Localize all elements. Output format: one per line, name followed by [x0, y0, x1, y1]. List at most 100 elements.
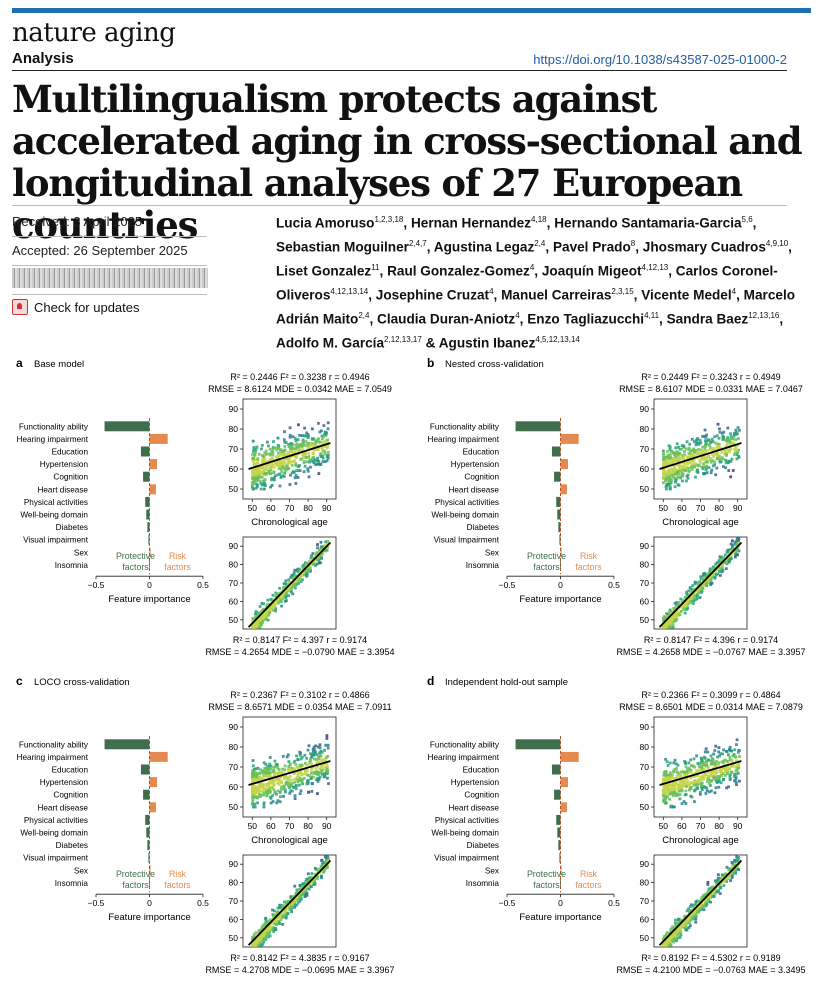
scatter-point: [737, 549, 741, 553]
author[interactable]: Raul Gonzalez-Gomez: [387, 263, 530, 279]
scatter-point: [719, 781, 723, 785]
doi-link[interactable]: https://doi.org/10.1038/s43587-025-01000…: [533, 52, 787, 67]
scatter-point: [285, 900, 289, 904]
scatter-point: [713, 776, 717, 779]
author[interactable]: Manuel Carreiras: [501, 287, 612, 303]
scatter-point: [255, 624, 259, 628]
scatter-point: [282, 795, 285, 798]
scatter-point: [663, 456, 667, 460]
author[interactable]: Claudia Duran-Aniotz: [377, 311, 516, 327]
scatter-point: [309, 777, 313, 780]
scatter-point: [737, 761, 741, 765]
author[interactable]: Vicente Medel: [641, 287, 732, 303]
scatter-point: [723, 758, 727, 762]
scatter-point: [282, 784, 286, 788]
scatter-point: [705, 789, 709, 793]
scatter-point: [327, 857, 330, 861]
feature-label: Hearing impairment: [17, 753, 89, 762]
scatter-point: [257, 930, 261, 934]
scatter-point: [737, 448, 740, 452]
scatter-point: [262, 786, 266, 790]
scatter-point: [276, 776, 280, 779]
feature-label: Insomnia: [466, 879, 500, 888]
scatter-point: [269, 468, 273, 472]
scatter-point: [734, 554, 737, 557]
journal-color-bar: [12, 8, 811, 13]
scatter-point: [703, 750, 707, 754]
scatter-point: [689, 455, 693, 458]
author[interactable]: Lucia Amoruso: [276, 215, 375, 231]
author[interactable]: Marcelo Adrián Maito: [276, 287, 796, 327]
author[interactable]: Jhosmary Cuadros: [642, 239, 766, 255]
scatter-point: [274, 595, 278, 598]
scatter-point: [689, 770, 693, 774]
scatter-point: [696, 909, 700, 913]
scatter-point: [276, 906, 280, 910]
scatter-point: [731, 865, 735, 869]
author[interactable]: Pavel Prado: [552, 239, 631, 255]
scatter-point: [303, 890, 307, 894]
scatter-point: [672, 761, 676, 765]
feature-label: Education: [463, 766, 500, 775]
author[interactable]: Liset Gonzalez: [276, 263, 372, 279]
author[interactable]: Sebastian Moguilner: [276, 239, 409, 255]
scatter-point: [252, 935, 256, 939]
author[interactable]: Agustina Legaz: [433, 239, 535, 255]
scatter-point: [681, 598, 684, 602]
scatter-point: [681, 479, 684, 483]
feature-label: Functionality ability: [19, 422, 89, 431]
check-for-updates-button[interactable]: Check for updates: [12, 299, 140, 315]
scatter-point: [298, 576, 302, 580]
scatter-point: [666, 474, 670, 478]
scatter-point: [668, 797, 671, 801]
scatter-point: [295, 888, 299, 892]
scatter-point: [253, 792, 257, 796]
scatter-point: [718, 768, 722, 772]
author[interactable]: Agustin Ibanez: [438, 335, 536, 351]
scatter-point: [301, 451, 305, 455]
scatter-point: [290, 471, 294, 475]
scatter-point: [305, 561, 309, 565]
author[interactable]: Sandra Baez: [666, 311, 749, 327]
scatter-point: [282, 596, 286, 600]
scatter-point: [711, 447, 715, 451]
scatter-point: [668, 792, 672, 796]
author[interactable]: Hernan Hernandez: [410, 215, 532, 231]
scatter-point: [663, 479, 667, 483]
scatter-point: [731, 754, 735, 758]
scatter-point: [262, 761, 266, 765]
scatter-point: [690, 594, 694, 598]
scatter-point: [673, 931, 677, 935]
scatter-point: [679, 597, 683, 601]
author[interactable]: Josephine Cruzat: [375, 287, 490, 303]
scatter-point: [306, 469, 310, 473]
scatter-point: [312, 461, 316, 465]
author[interactable]: Adolfo M. García: [276, 335, 385, 351]
scatter-point: [664, 933, 668, 937]
scatter-point: [713, 441, 717, 445]
scatter-point: [273, 771, 277, 775]
scatter-point: [309, 568, 312, 572]
scatter-point: [325, 762, 329, 765]
scatter-point: [691, 596, 695, 600]
scatter-point: [300, 779, 304, 783]
scatter-point: [688, 918, 692, 922]
scatter-point: [663, 940, 667, 943]
scatter-point: [709, 886, 713, 890]
y-tick-label: 50: [229, 933, 239, 943]
scatter-point: [272, 769, 275, 773]
author[interactable]: Enzo Tagliazucchi: [527, 311, 645, 327]
bar-x-tick-label: 0.5: [197, 580, 209, 590]
scatter-point: [275, 763, 279, 766]
author[interactable]: Joaquín Migeot: [541, 263, 642, 279]
scatter-point: [693, 903, 696, 907]
feature-label: Hypertension: [40, 460, 89, 469]
author[interactable]: Carlos Coronel-Oliveros: [276, 263, 778, 303]
scatter-point: [733, 863, 736, 866]
author[interactable]: Hernando Santamaria-Garcia: [554, 215, 742, 231]
scatter-point: [699, 897, 703, 901]
importance-bar: [558, 840, 561, 851]
regression-line: [248, 760, 331, 786]
scatter-point: [661, 449, 665, 453]
scatter-point: [669, 771, 672, 775]
